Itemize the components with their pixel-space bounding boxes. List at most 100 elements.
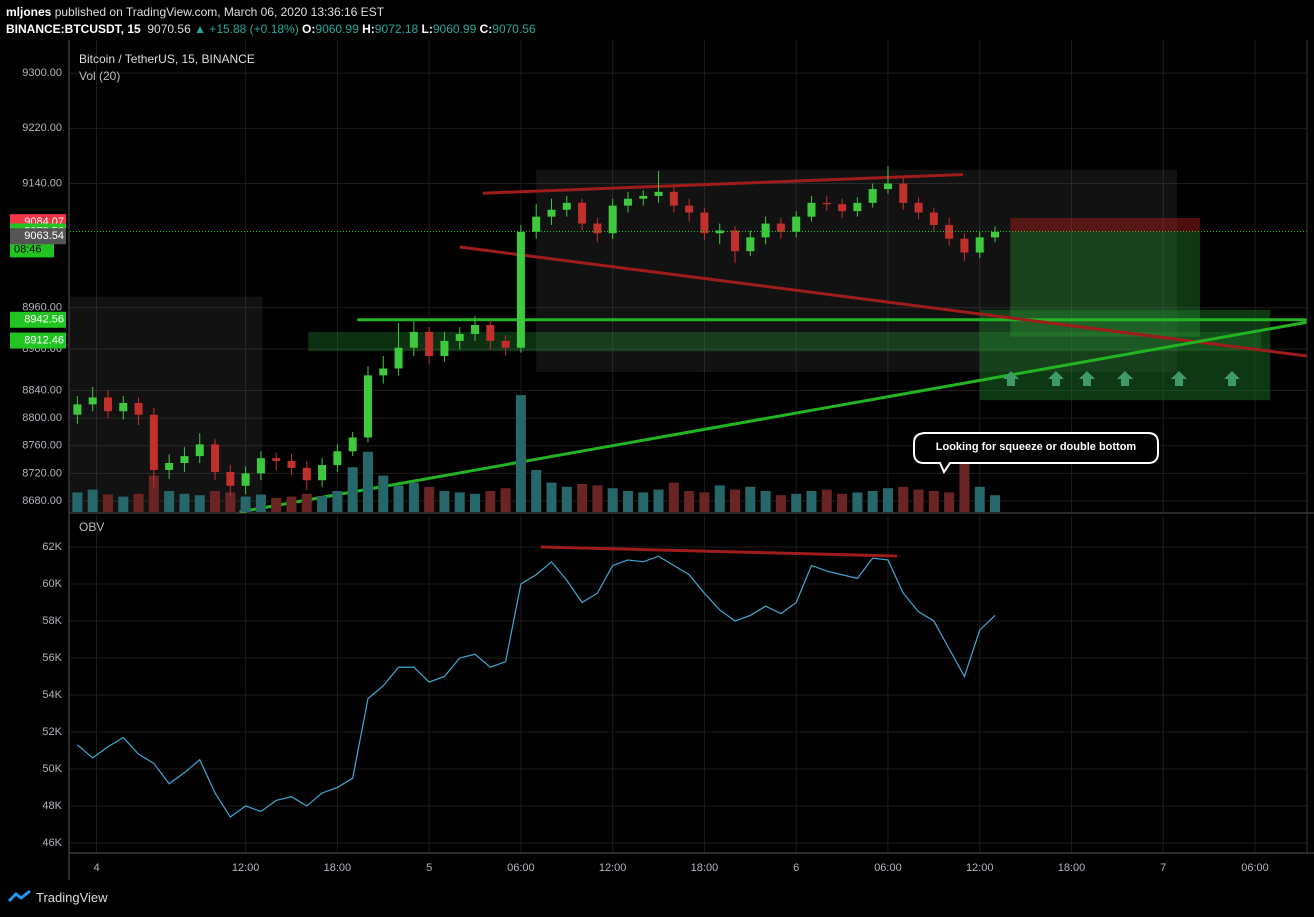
c: 9070.56: [492, 22, 536, 36]
volume-bar: [210, 491, 221, 512]
symbol: BINANCE:BTCUSDT, 15: [6, 22, 141, 36]
candle-body: [562, 202, 571, 210]
volume-bar: [882, 488, 893, 512]
y-tick-label: 8680.00: [22, 495, 62, 507]
candle-body: [379, 368, 388, 376]
volume-bar: [775, 495, 786, 512]
candle-body: [486, 324, 495, 341]
l-label: L:: [421, 22, 433, 36]
y-tick-label: 8960.00: [22, 302, 62, 314]
x-tick-label: 4: [93, 862, 99, 874]
trend-line: [482, 173, 963, 195]
candle-body: [119, 402, 128, 412]
candle-body: [746, 237, 755, 252]
volume-bar: [898, 486, 909, 512]
volume-bar: [592, 485, 603, 512]
candle-body: [960, 238, 969, 253]
candle-body: [88, 397, 97, 405]
candle-body: [991, 231, 1000, 238]
volume-bar: [867, 491, 878, 512]
candle-body: [547, 209, 556, 217]
h-label: H:: [362, 22, 375, 36]
volume-bar: [577, 484, 588, 512]
change: ▲ +15.88 (+0.18%): [194, 22, 299, 36]
candle-body: [516, 231, 525, 348]
last: 9070.56: [147, 22, 191, 36]
price-label-box: [10, 311, 66, 328]
candle-body: [272, 458, 281, 461]
volume-bar: [271, 498, 282, 512]
candle-body: [73, 404, 82, 415]
candle-body: [226, 471, 235, 486]
y-tick-label: 58K: [42, 615, 62, 627]
candle-body: [899, 183, 908, 203]
volume-bar: [990, 495, 1001, 512]
publish-info: published on TradingView.com, March 06, …: [54, 5, 385, 19]
y-tick-label: 62K: [42, 541, 62, 553]
countdown: 08:46: [14, 243, 42, 255]
volume-bar: [959, 463, 970, 512]
candle-body: [241, 473, 250, 486]
y-tick-label: 46K: [42, 837, 62, 849]
arrow-icon: [1117, 371, 1133, 386]
volume-bar: [500, 488, 511, 512]
brand: TradingView: [36, 889, 108, 905]
logo: [8, 889, 31, 903]
volume-bar: [821, 489, 832, 512]
volume-bar: [301, 493, 312, 512]
trend-line: [239, 320, 1308, 514]
volume-bar: [454, 492, 465, 512]
volume-bar: [607, 488, 618, 512]
y-tick-label: 9220.00: [22, 122, 62, 134]
candle-body: [532, 216, 541, 232]
volume-bar: [332, 491, 343, 512]
volume-bar: [485, 491, 496, 512]
y-tick-label: 9140.00: [22, 177, 62, 189]
volume-bar: [194, 495, 205, 512]
volume-bar: [699, 492, 710, 512]
x-tick-label: 12:00: [232, 862, 260, 874]
volume-bar: [760, 491, 771, 512]
y-tick-label: 9300.00: [22, 67, 62, 79]
x-tick-label: 6: [793, 862, 799, 874]
volume-bar: [439, 491, 450, 512]
y-tick-label: 54K: [42, 689, 62, 701]
candle-body: [501, 340, 510, 348]
volume-bar: [668, 482, 679, 512]
volume-bar: [928, 491, 939, 512]
x-tick-label: 12:00: [966, 862, 994, 874]
candle-body: [700, 212, 709, 234]
candle-body: [761, 223, 770, 238]
volume-bar: [622, 491, 633, 512]
callout: Looking for squeeze or double bottom: [913, 432, 1159, 475]
obv-title: OBV: [79, 520, 104, 534]
h: 9072.18: [374, 22, 419, 36]
pane-title: Bitcoin / TetherUS, 15, BINANCE: [79, 52, 255, 66]
y-tick-label: 8840.00: [22, 384, 62, 396]
candle-body: [608, 205, 617, 234]
y-tick-label: 48K: [42, 800, 62, 812]
volume-bar: [470, 493, 481, 512]
arrow-icon: [1224, 371, 1240, 386]
candle-body: [975, 237, 984, 253]
candle-body: [578, 202, 587, 224]
candle-body: [929, 212, 938, 225]
x-tick-label: 18:00: [1058, 862, 1086, 874]
candle-body: [211, 444, 220, 472]
volume-bar: [653, 489, 664, 512]
candle-body: [440, 340, 449, 357]
x-tick-label: 12:00: [599, 862, 627, 874]
candle-body: [394, 347, 403, 369]
grid: [70, 40, 1307, 852]
y-tick-label: 56K: [42, 652, 62, 664]
volume-bar: [852, 492, 863, 512]
candle-body: [792, 216, 801, 232]
price-label-box: [10, 228, 66, 245]
x-tick-label: 06:00: [874, 862, 902, 874]
candle-body: [256, 458, 265, 474]
callout-text: Looking for squeeze or double bottom: [936, 441, 1137, 453]
candle-body: [654, 191, 663, 196]
candle-body: [685, 205, 694, 213]
price-label: 8942.56: [24, 314, 64, 326]
